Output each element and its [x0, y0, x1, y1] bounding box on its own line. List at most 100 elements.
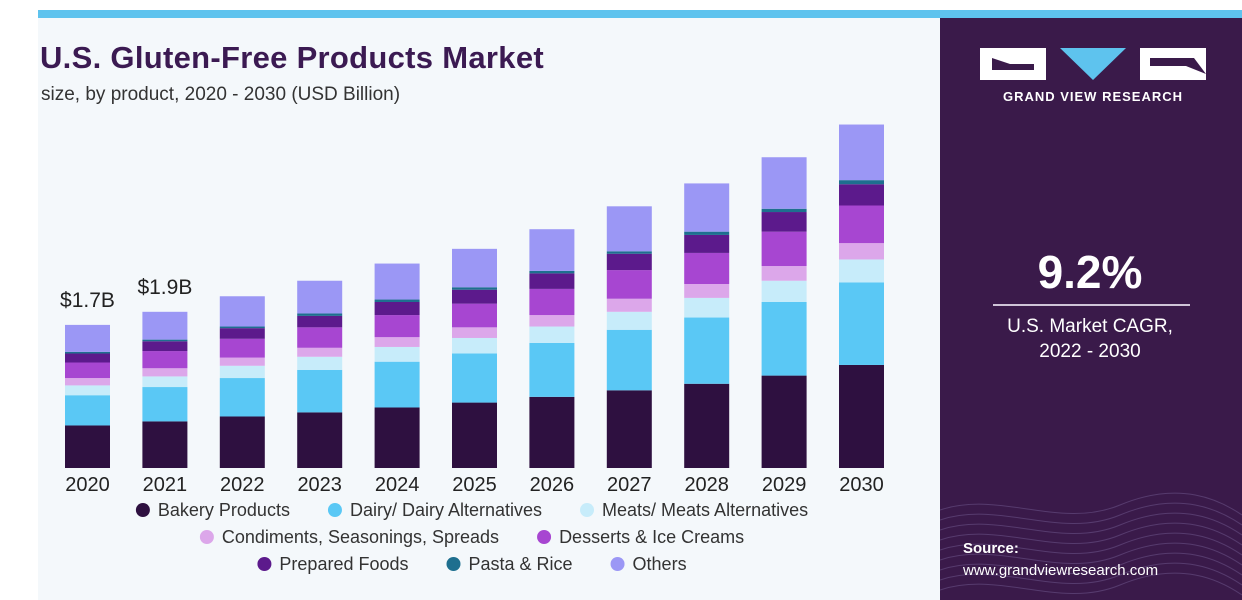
bar-segment-2024-0	[374, 407, 420, 468]
bar-segment-2028-6	[684, 231, 730, 235]
bar-segment-2030-3	[839, 243, 884, 260]
bar-segment-2023-7	[297, 280, 343, 314]
bar-segment-2028-3	[684, 284, 730, 298]
legend-swatch	[327, 503, 342, 517]
bar-segment-2030-6	[839, 180, 884, 185]
bar-segment-2020-3	[65, 378, 110, 386]
bar-segment-2026-2	[529, 326, 575, 343]
bar-segment-2030-1	[839, 282, 884, 365]
bar-segment-2026-1	[529, 342, 575, 397]
legend-item: Others	[610, 554, 687, 574]
bar-segment-2022-2	[219, 365, 265, 379]
bar-segment-2029-6	[761, 208, 807, 213]
bar-segment-2028-0	[684, 383, 730, 468]
bar-segment-2028-1	[684, 317, 730, 384]
cagr-value: 9.2%	[1037, 246, 1143, 298]
bar-segment-2025-6	[452, 287, 497, 290]
wave-pattern-decoration	[940, 492, 1242, 596]
bar-stack-2027	[606, 206, 652, 468]
x-tick-label: 2029	[762, 474, 807, 496]
bar-segment-2020-0	[65, 425, 110, 468]
bar-segment-2025-7	[452, 248, 497, 288]
bar-segment-2021-4	[142, 351, 188, 369]
bar-stack-2029	[761, 157, 807, 468]
bar-stack-2021	[142, 311, 188, 468]
bar-segment-2021-0	[142, 421, 188, 468]
x-tick-label: 2027	[607, 474, 652, 496]
bar-segment-2028-7	[684, 183, 730, 232]
bar-segment-2030-5	[839, 184, 884, 206]
bar-segment-2024-3	[374, 337, 420, 347]
bar-segment-2020-1	[65, 395, 110, 426]
bar-segment-2027-6	[606, 251, 652, 254]
bar-stack-2020	[65, 324, 110, 468]
bar-segment-2021-1	[142, 387, 188, 422]
bar-segment-2026-6	[529, 270, 575, 274]
bar-segment-2029-0	[761, 375, 807, 468]
legend-item: Bakery Products	[135, 500, 290, 520]
x-tick-label: 2025	[452, 474, 497, 496]
legend-item: Meats/ Meats Alternatives	[580, 500, 808, 520]
bar-segment-2022-6	[219, 326, 265, 329]
bar-segment-2026-4	[529, 288, 575, 316]
legend-label: Pasta & Rice	[469, 554, 573, 574]
bar-segment-2022-3	[219, 357, 265, 366]
bar-segment-2021-3	[142, 368, 188, 377]
legend-label: Condiments, Seasonings, Spreads	[222, 527, 499, 547]
stacked-bar-chart: 2020 $1.7B 2021 $1.9B 2022 2023 2024 2025 2026 20…	[60, 124, 884, 574]
bar-segment-2024-6	[374, 299, 420, 302]
source-label: Source:	[963, 540, 1019, 557]
bar-stack-2028	[684, 183, 730, 468]
bar-segment-2029-2	[761, 280, 807, 302]
bar-segment-2023-1	[297, 369, 343, 413]
bar-segment-2025-0	[452, 402, 497, 468]
legend-item: Dairy/ Dairy Alternatives	[327, 500, 542, 520]
bar-segment-2029-7	[761, 157, 807, 209]
bar-segment-2022-1	[219, 378, 265, 417]
legend-item: Prepared Foods	[257, 554, 409, 574]
x-tick-label: 2023	[297, 474, 342, 496]
bar-segment-2024-1	[374, 361, 420, 408]
stats-panel	[940, 18, 1242, 600]
bar-segment-2030-7	[839, 124, 884, 181]
bar-stack-2024	[374, 263, 420, 468]
bar-segment-2021-2	[142, 376, 188, 388]
cagr-divider	[993, 304, 1190, 306]
bar-total-label: $1.9B	[137, 276, 192, 299]
bar-segment-2027-7	[606, 206, 652, 252]
bar-segment-2020-4	[65, 362, 110, 379]
legend-swatch	[446, 557, 461, 571]
bar-segment-2027-4	[606, 270, 652, 299]
bar-stack-2026	[529, 229, 575, 468]
legend-label: Dairy/ Dairy Alternatives	[350, 500, 542, 520]
bar-segment-2023-0	[297, 412, 343, 468]
bar-stack-2022	[219, 296, 265, 468]
bar-stack-2025	[452, 248, 497, 468]
bar-segment-2023-6	[297, 313, 343, 316]
bar-segment-2027-1	[606, 329, 652, 391]
bar-segment-2029-4	[761, 231, 807, 267]
bar-segment-2020-7	[65, 324, 110, 352]
bar-segment-2029-1	[761, 301, 807, 376]
bar-segment-2025-3	[452, 327, 497, 338]
legend-swatch	[580, 503, 595, 517]
bar-segment-2028-5	[684, 234, 730, 253]
legend-swatch	[537, 530, 552, 544]
bar-segment-2025-1	[452, 353, 497, 403]
source-url[interactable]: www.grandviewresearch.com	[963, 562, 1159, 579]
bar-segment-2030-4	[839, 205, 884, 244]
legend-swatch	[199, 530, 214, 544]
bar-stack-2023	[297, 280, 343, 468]
bar-segment-2030-2	[839, 259, 884, 283]
legend-label: Desserts & Ice Creams	[559, 527, 744, 547]
brand-name: GRAND VIEW RESEARCH	[1002, 89, 1184, 104]
legend-item: Desserts & Ice Creams	[537, 527, 744, 547]
bar-segment-2026-3	[529, 315, 575, 327]
bar-segment-2023-2	[297, 356, 343, 370]
legend-label: Prepared Foods	[279, 554, 408, 574]
legend-item: Pasta & Rice	[446, 554, 573, 574]
legend-item: Condiments, Seasonings, Spreads	[199, 527, 499, 547]
bar-segment-2021-5	[142, 341, 188, 352]
bar-segment-2025-2	[452, 337, 497, 354]
chart-title: U.S. Gluten-Free Products Market	[40, 40, 544, 75]
